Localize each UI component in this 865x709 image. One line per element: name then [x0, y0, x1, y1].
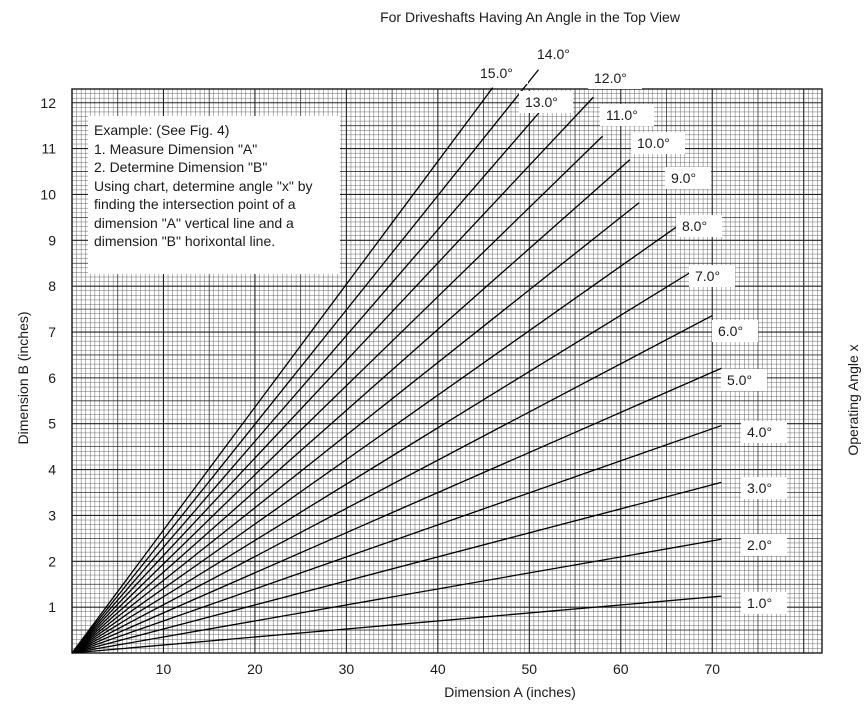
angle-line-2	[71, 538, 722, 654]
angle-label-2: 2.0°	[747, 537, 772, 553]
angle-label-bg-13	[519, 91, 573, 113]
x-tick-label: 20	[247, 661, 263, 677]
grid-mid	[72, 89, 822, 653]
angle-label-4: 4.0°	[747, 424, 772, 440]
right-axis-label: Operating Angle x	[845, 344, 861, 455]
y-tick-label: 9	[48, 232, 56, 248]
y-tick-label: 10	[40, 186, 56, 202]
y-tick-label: 7	[48, 324, 56, 340]
x-tick-label: 60	[613, 661, 629, 677]
y-tick-label: 3	[48, 507, 56, 523]
y-axis-label: Dimension B (inches)	[15, 311, 31, 444]
angle-line-3	[71, 481, 722, 654]
y-tick-label: 4	[48, 462, 56, 478]
angle-labels: 1.0° 2.0° 3.0° 4.0° 5.0° 6.0° 7.0° 8.0° 9.0° 10.0…	[474, 43, 787, 614]
angle-line-5	[71, 367, 722, 654]
angle-label-13: 13.0°	[525, 94, 558, 110]
angle-line-14	[71, 69, 539, 654]
plot-border	[71, 88, 823, 654]
note-line: 1. Measure Dimension "A"	[94, 140, 258, 157]
angle-label-bg-1	[741, 592, 787, 614]
angle-line-7	[71, 266, 699, 654]
x-tick-label: 30	[339, 661, 355, 677]
note-line: dimension "B" horixontal line.	[94, 233, 276, 249]
angle-label-3: 3.0°	[747, 480, 772, 496]
angle-line-11	[71, 135, 603, 654]
angle-lines	[71, 69, 722, 654]
x-tick-label: 10	[156, 661, 172, 677]
angle-label-5: 5.0°	[727, 372, 752, 388]
angle-label-15: 15.0°	[480, 65, 513, 81]
angle-label-1: 1.0°	[747, 595, 772, 611]
angle-label-7: 7.0°	[695, 268, 720, 284]
angle-line-9	[71, 202, 640, 654]
note-line: Using chart, determine angle "x" by	[94, 177, 313, 194]
angle-line-6	[71, 314, 713, 654]
x-axis-label: Dimension A (inches)	[444, 684, 576, 700]
x-tick-label: 50	[522, 661, 538, 677]
example-note: Example: (See Fig. 4) 1. Measure Dimensi…	[88, 116, 340, 274]
angle-label-bg-11	[600, 104, 654, 126]
angle-label-11: 11.0°	[606, 107, 638, 123]
y-tick-label: 1	[48, 599, 56, 615]
angle-label-bg-4	[741, 421, 787, 443]
note-line: finding the intersection point of a	[94, 196, 296, 212]
note-line: dimension "A" vertical line and a	[94, 214, 294, 231]
angle-label-6: 6.0°	[718, 323, 743, 339]
angle-label-bg-10	[631, 132, 685, 154]
angle-label-8: 8.0°	[682, 218, 707, 234]
angle-line-12	[71, 96, 594, 654]
y-tick-label: 6	[48, 370, 56, 386]
note-line: Example: (See Fig. 4)	[94, 122, 230, 138]
angle-label-bg-9	[665, 167, 711, 189]
x-tick-label: 40	[430, 661, 446, 677]
angle-line-13	[71, 102, 549, 654]
y-tick-label: 2	[48, 553, 56, 569]
angle-line-1	[71, 595, 722, 654]
angle-label-bg-12	[588, 67, 642, 89]
angle-label-bg-6	[712, 320, 758, 342]
angle-label-14: 14.0°	[537, 46, 570, 62]
angle-label-bg-7	[689, 265, 735, 287]
angle-label-bg-15	[474, 62, 528, 84]
y-tick-label: 11	[41, 141, 56, 157]
angle-line-4	[71, 424, 722, 654]
y-tick-label: 12	[40, 95, 56, 111]
angle-label-10: 10.0°	[637, 135, 670, 151]
angle-label-bg-3	[741, 477, 787, 499]
angle-label-12: 12.0°	[594, 70, 627, 86]
angle-label-bg-2	[741, 534, 787, 556]
note-line: 2. Determine Dimension "B"	[94, 159, 268, 175]
angle-line-8	[71, 220, 686, 654]
y-tick-label: 8	[48, 278, 56, 294]
chart-title: For Driveshafts Having An Angle in the T…	[380, 9, 681, 25]
angle-label-bg-5	[721, 369, 767, 391]
angle-label-bg-8	[676, 215, 722, 237]
angle-label-bg-14	[531, 43, 585, 65]
grid-minor	[72, 88, 823, 653]
angle-line-15	[71, 87, 494, 654]
angle-line-10	[71, 159, 631, 654]
angle-label-9: 9.0°	[671, 170, 696, 186]
x-tick-label: 70	[704, 661, 720, 677]
y-tick-label: 5	[48, 416, 56, 432]
